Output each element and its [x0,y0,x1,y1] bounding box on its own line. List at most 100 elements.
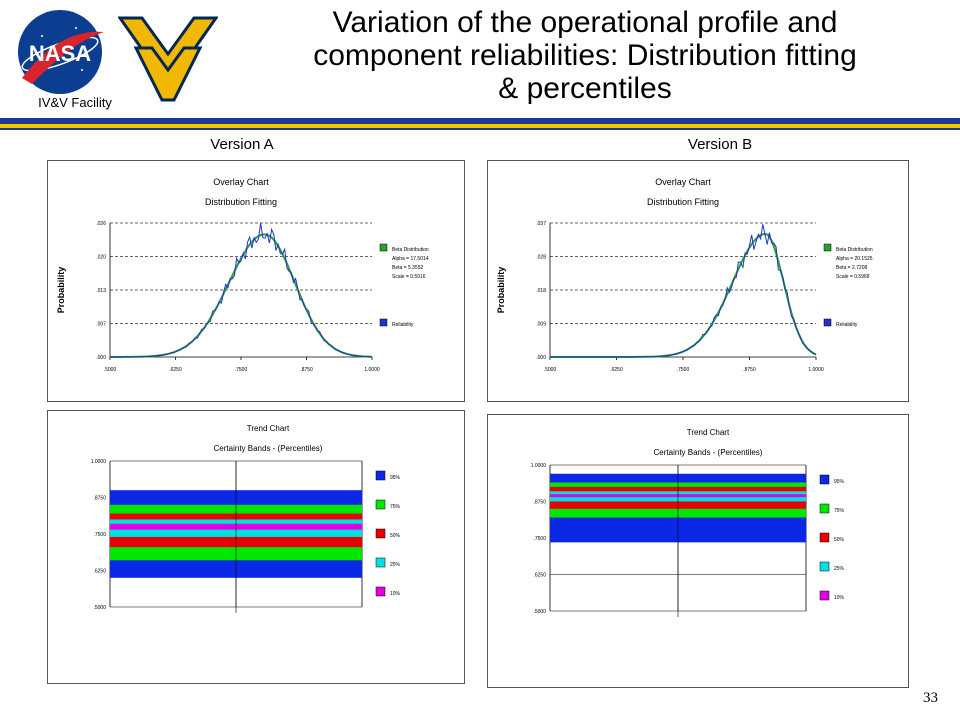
chart-title: Overlay Chart [213,177,269,187]
legend-label: Reliability [836,322,858,328]
y-tick-label: .8750 [93,496,106,502]
x-tick-label: .7500 [235,367,248,373]
trend-chart-a: Trend Chart Certainty Bands - (Percentile… [91,424,401,613]
header-rule-blue-thin [0,128,960,130]
y-tick-label: .7500 [533,536,546,542]
legend-label: 50% [834,537,845,543]
legend-swatch [819,474,830,485]
legend-label: 25% [390,562,401,568]
y-tick-label: .009 [536,322,546,328]
y-axis-label: Probability [496,267,506,314]
x-tick-label: .7500 [677,367,690,373]
series-line-beta [110,233,373,358]
trend-chart-b: Trend Chart Certainty Bands - (Percentile… [531,428,845,617]
y-tick-label: .5000 [93,605,106,611]
svg-text:NASA: NASA [29,41,91,66]
header-rule-blue [0,118,960,124]
x-tick-label: .8750 [743,367,756,373]
facility-label: IV&V Facility [38,95,112,110]
overlay-chart-a: Overlay Chart Distribution Fitting Probabi… [56,177,429,373]
y-tick-label: .000 [536,355,546,361]
legend-label: 95% [390,475,401,481]
legend-label: Reliability [392,322,414,328]
legend-label: 25% [834,566,845,572]
trend-chart-b-panel: Trend Chart Certainty Bands - (Percentile… [487,414,909,688]
y-tick-label: .028 [536,255,546,261]
legend-swatch [379,243,388,252]
legend-swatch [819,561,830,572]
series-line-reliability [110,222,373,358]
y-tick-label: .026 [96,221,106,227]
chart-title: Trend Chart [687,428,730,437]
legend-swatch [823,243,832,252]
version-b-label: Version B [687,136,753,153]
legend-param: Scale = 0.5916 [392,274,426,280]
y-tick-label: 1.0000 [91,459,107,465]
legend-label: 75% [834,508,845,514]
x-tick-label: .6250 [610,367,623,373]
chart-subtitle: Distribution Fitting [205,197,277,207]
trend-chart-a-panel: Trend Chart Certainty Bands - (Percentile… [47,410,465,684]
y-tick-label: .5000 [533,609,546,615]
y-tick-label: .018 [536,288,546,294]
legend-param: Beta = 2.7208 [836,265,867,271]
y-tick-label: .013 [96,288,106,294]
x-tick-label: 1.0000 [364,367,380,373]
legend-label: Beta Distribution [836,247,873,253]
legend-label: 10% [390,591,401,597]
overlay-chart-a-panel: Overlay Chart Distribution Fitting Probabi… [47,160,465,402]
page-number: 33 [923,690,938,706]
nasa-logo: NASA [18,10,104,94]
legend-param: Scale = 0.5968 [836,274,870,280]
overlay-chart-b: Overlay Chart Distribution Fitting Probabi… [496,177,873,373]
series-line-reliability [550,224,817,358]
legend-label: 10% [834,595,845,601]
legend-swatch [819,532,830,543]
legend-label: 75% [390,504,401,510]
chart-title: Overlay Chart [655,177,711,187]
chart-subtitle: Distribution Fitting [647,197,719,207]
chart-title: Trend Chart [247,424,290,433]
legend-param: Alpha = 20.1525 [836,256,873,262]
legend-swatch [379,318,388,327]
legend-swatch [375,586,386,597]
legend-label: 95% [834,479,845,485]
version-a-label: Version A [210,136,274,153]
legend-swatch [823,318,832,327]
title-line-2: component reliabilities: Distribution fi… [313,39,857,72]
chart-subtitle: Certainty Bands - (Percentiles) [214,444,323,453]
overlay-chart-b-panel: Overlay Chart Distribution Fitting Probabi… [487,160,909,402]
legend-param: Beta = 5.3552 [392,265,423,271]
y-axis-label: Probability [56,267,66,314]
y-tick-label: .6250 [93,569,106,575]
y-tick-label: .020 [96,255,106,261]
header-rule-gold [0,124,960,128]
legend-swatch [819,590,830,601]
x-tick-label: .8750 [300,367,313,373]
y-tick-label: .6250 [533,573,546,579]
legend-swatch [375,470,386,481]
legend-swatch [375,557,386,568]
title-line-3: & percentiles [498,72,672,105]
legend-label: Beta Distribution [392,247,429,253]
y-tick-label: .037 [536,221,546,227]
y-tick-label: 1.0000 [531,463,547,469]
legend-label: 50% [390,533,401,539]
y-tick-label: .000 [96,355,106,361]
legend-swatch [375,499,386,510]
y-tick-label: .8750 [533,500,546,506]
series-line-beta [550,232,817,358]
slide-title: Variation of the operational profile and… [225,6,945,105]
chart-subtitle: Certainty Bands - (Percentiles) [654,448,763,457]
x-tick-label: .5000 [544,367,557,373]
legend-param: Alpha = 17.5014 [392,256,429,262]
legend-swatch [375,528,386,539]
y-tick-label: .7500 [93,532,106,538]
title-line-1: Variation of the operational profile and [332,6,838,39]
y-tick-label: .007 [96,322,106,328]
legend-swatch [819,503,830,514]
x-tick-label: 1.0000 [808,367,824,373]
x-tick-label: .5000 [104,367,117,373]
wv-logo: WV [118,16,218,102]
x-tick-label: .6250 [169,367,182,373]
